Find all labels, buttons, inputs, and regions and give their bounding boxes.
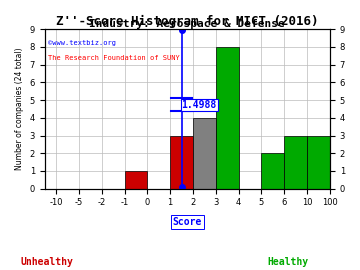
Text: The Research Foundation of SUNY: The Research Foundation of SUNY [48, 55, 179, 61]
Bar [193, 118, 216, 189]
Bar [307, 136, 330, 189]
Bar [216, 47, 239, 189]
Text: Unhealthy: Unhealthy [21, 257, 73, 267]
Text: Healthy: Healthy [267, 257, 309, 267]
Bar [125, 171, 147, 189]
Text: Industry: Aerospace & Defense: Industry: Aerospace & Defense [89, 19, 285, 29]
Text: Score: Score [172, 217, 202, 227]
Text: ©www.textbiz.org: ©www.textbiz.org [48, 40, 116, 46]
Text: 1.4988: 1.4988 [181, 100, 217, 110]
Title: Z''-Score Histogram for MICT (2016): Z''-Score Histogram for MICT (2016) [56, 15, 319, 28]
Y-axis label: Number of companies (24 total): Number of companies (24 total) [15, 48, 24, 170]
Bar [170, 136, 193, 189]
Bar [284, 136, 307, 189]
Bar [261, 153, 284, 189]
